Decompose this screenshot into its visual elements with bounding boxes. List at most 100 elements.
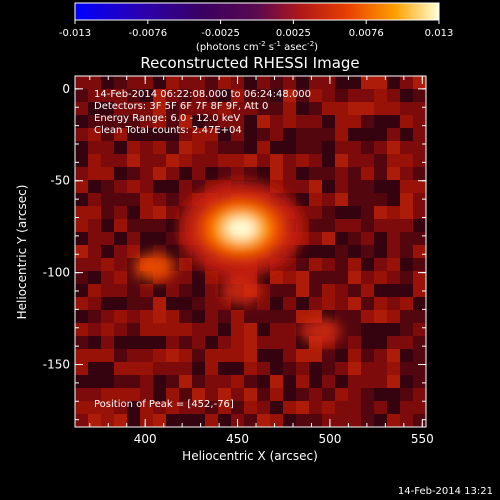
noise-cell — [75, 258, 88, 271]
noise-cell — [335, 310, 348, 323]
noise-cell — [387, 232, 400, 245]
noise-cell — [166, 115, 179, 128]
noise-cell — [153, 297, 166, 310]
noise-cell — [348, 388, 361, 401]
noise-cell — [153, 141, 166, 154]
noise-cell — [88, 271, 101, 284]
noise-cell — [179, 362, 192, 375]
colorbar-tick-label: -0.0025 — [201, 28, 240, 39]
noise-cell — [413, 154, 426, 167]
noise-cell — [361, 219, 374, 232]
noise-cell — [231, 167, 244, 180]
noise-cell — [322, 388, 335, 401]
noise-cell — [192, 310, 205, 323]
noise-cell — [114, 388, 127, 401]
noise-cell — [88, 102, 101, 115]
noise-cell — [413, 219, 426, 232]
noise-cell — [283, 89, 296, 102]
noise-cell — [374, 310, 387, 323]
noise-cell — [322, 271, 335, 284]
noise-cell — [127, 414, 140, 427]
noise-cell — [270, 323, 283, 336]
noise-cell — [361, 258, 374, 271]
noise-cell — [179, 115, 192, 128]
noise-cell — [270, 102, 283, 115]
noise-cell — [75, 180, 88, 193]
noise-cell — [400, 180, 413, 193]
noise-cell — [231, 401, 244, 414]
noise-cell — [374, 297, 387, 310]
noise-cell — [218, 154, 231, 167]
noise-cell — [257, 414, 270, 427]
annotation-line: 14-Feb-2014 06:22:08.000 to 06:24:48.000 — [94, 89, 311, 100]
noise-cell — [114, 154, 127, 167]
noise-cell — [231, 89, 244, 102]
noise-cell — [179, 167, 192, 180]
noise-cell — [361, 232, 374, 245]
noise-cell — [192, 336, 205, 349]
noise-cell — [283, 154, 296, 167]
noise-cell — [205, 128, 218, 141]
noise-cell — [127, 336, 140, 349]
noise-cell — [205, 89, 218, 102]
chart-title: Reconstructed RHESSI Image — [140, 54, 359, 72]
noise-cell — [296, 193, 309, 206]
noise-cell — [361, 297, 374, 310]
noise-cell — [309, 245, 322, 258]
noise-cell — [231, 323, 244, 336]
plot-area — [75, 76, 426, 427]
noise-cell — [179, 310, 192, 323]
noise-cell — [374, 362, 387, 375]
noise-cell — [361, 375, 374, 388]
noise-cell — [374, 336, 387, 349]
noise-cell — [309, 154, 322, 167]
noise-cell — [75, 336, 88, 349]
noise-cell — [348, 349, 361, 362]
noise-cell — [153, 154, 166, 167]
noise-cell — [322, 401, 335, 414]
noise-cell — [335, 336, 348, 349]
noise-cell — [361, 401, 374, 414]
noise-cell — [257, 141, 270, 154]
noise-cell — [127, 102, 140, 115]
noise-cell — [387, 141, 400, 154]
noise-cell — [413, 323, 426, 336]
noise-cell — [244, 375, 257, 388]
noise-cell — [114, 375, 127, 388]
noise-cell — [257, 102, 270, 115]
noise-cell — [192, 388, 205, 401]
noise-cell — [348, 180, 361, 193]
noise-cell — [296, 401, 309, 414]
noise-cell — [400, 219, 413, 232]
noise-cell — [166, 375, 179, 388]
annotation-line: Detectors: 3F 5F 6F 7F 8F 9F, Att 0 — [94, 101, 268, 112]
noise-cell — [400, 76, 413, 89]
noise-cell — [88, 388, 101, 401]
noise-cell — [413, 180, 426, 193]
noise-cell — [335, 232, 348, 245]
y-axis-label: Heliocentric Y (arcsec) — [15, 185, 29, 320]
noise-cell — [153, 349, 166, 362]
noise-cell — [166, 388, 179, 401]
noise-cell — [205, 297, 218, 310]
background-noise — [75, 76, 426, 427]
noise-cell — [374, 206, 387, 219]
noise-cell — [166, 323, 179, 336]
noise-cell — [114, 232, 127, 245]
noise-cell — [244, 362, 257, 375]
noise-cell — [270, 128, 283, 141]
noise-cell — [153, 102, 166, 115]
noise-cell — [231, 362, 244, 375]
noise-cell — [296, 76, 309, 89]
noise-cell — [218, 141, 231, 154]
noise-cell — [283, 141, 296, 154]
noise-cell — [283, 323, 296, 336]
noise-cell — [296, 180, 309, 193]
noise-cell — [413, 336, 426, 349]
noise-cell — [361, 154, 374, 167]
noise-cell — [101, 219, 114, 232]
noise-cell — [335, 375, 348, 388]
noise-cell — [192, 76, 205, 89]
noise-cell — [153, 310, 166, 323]
noise-cell — [374, 245, 387, 258]
